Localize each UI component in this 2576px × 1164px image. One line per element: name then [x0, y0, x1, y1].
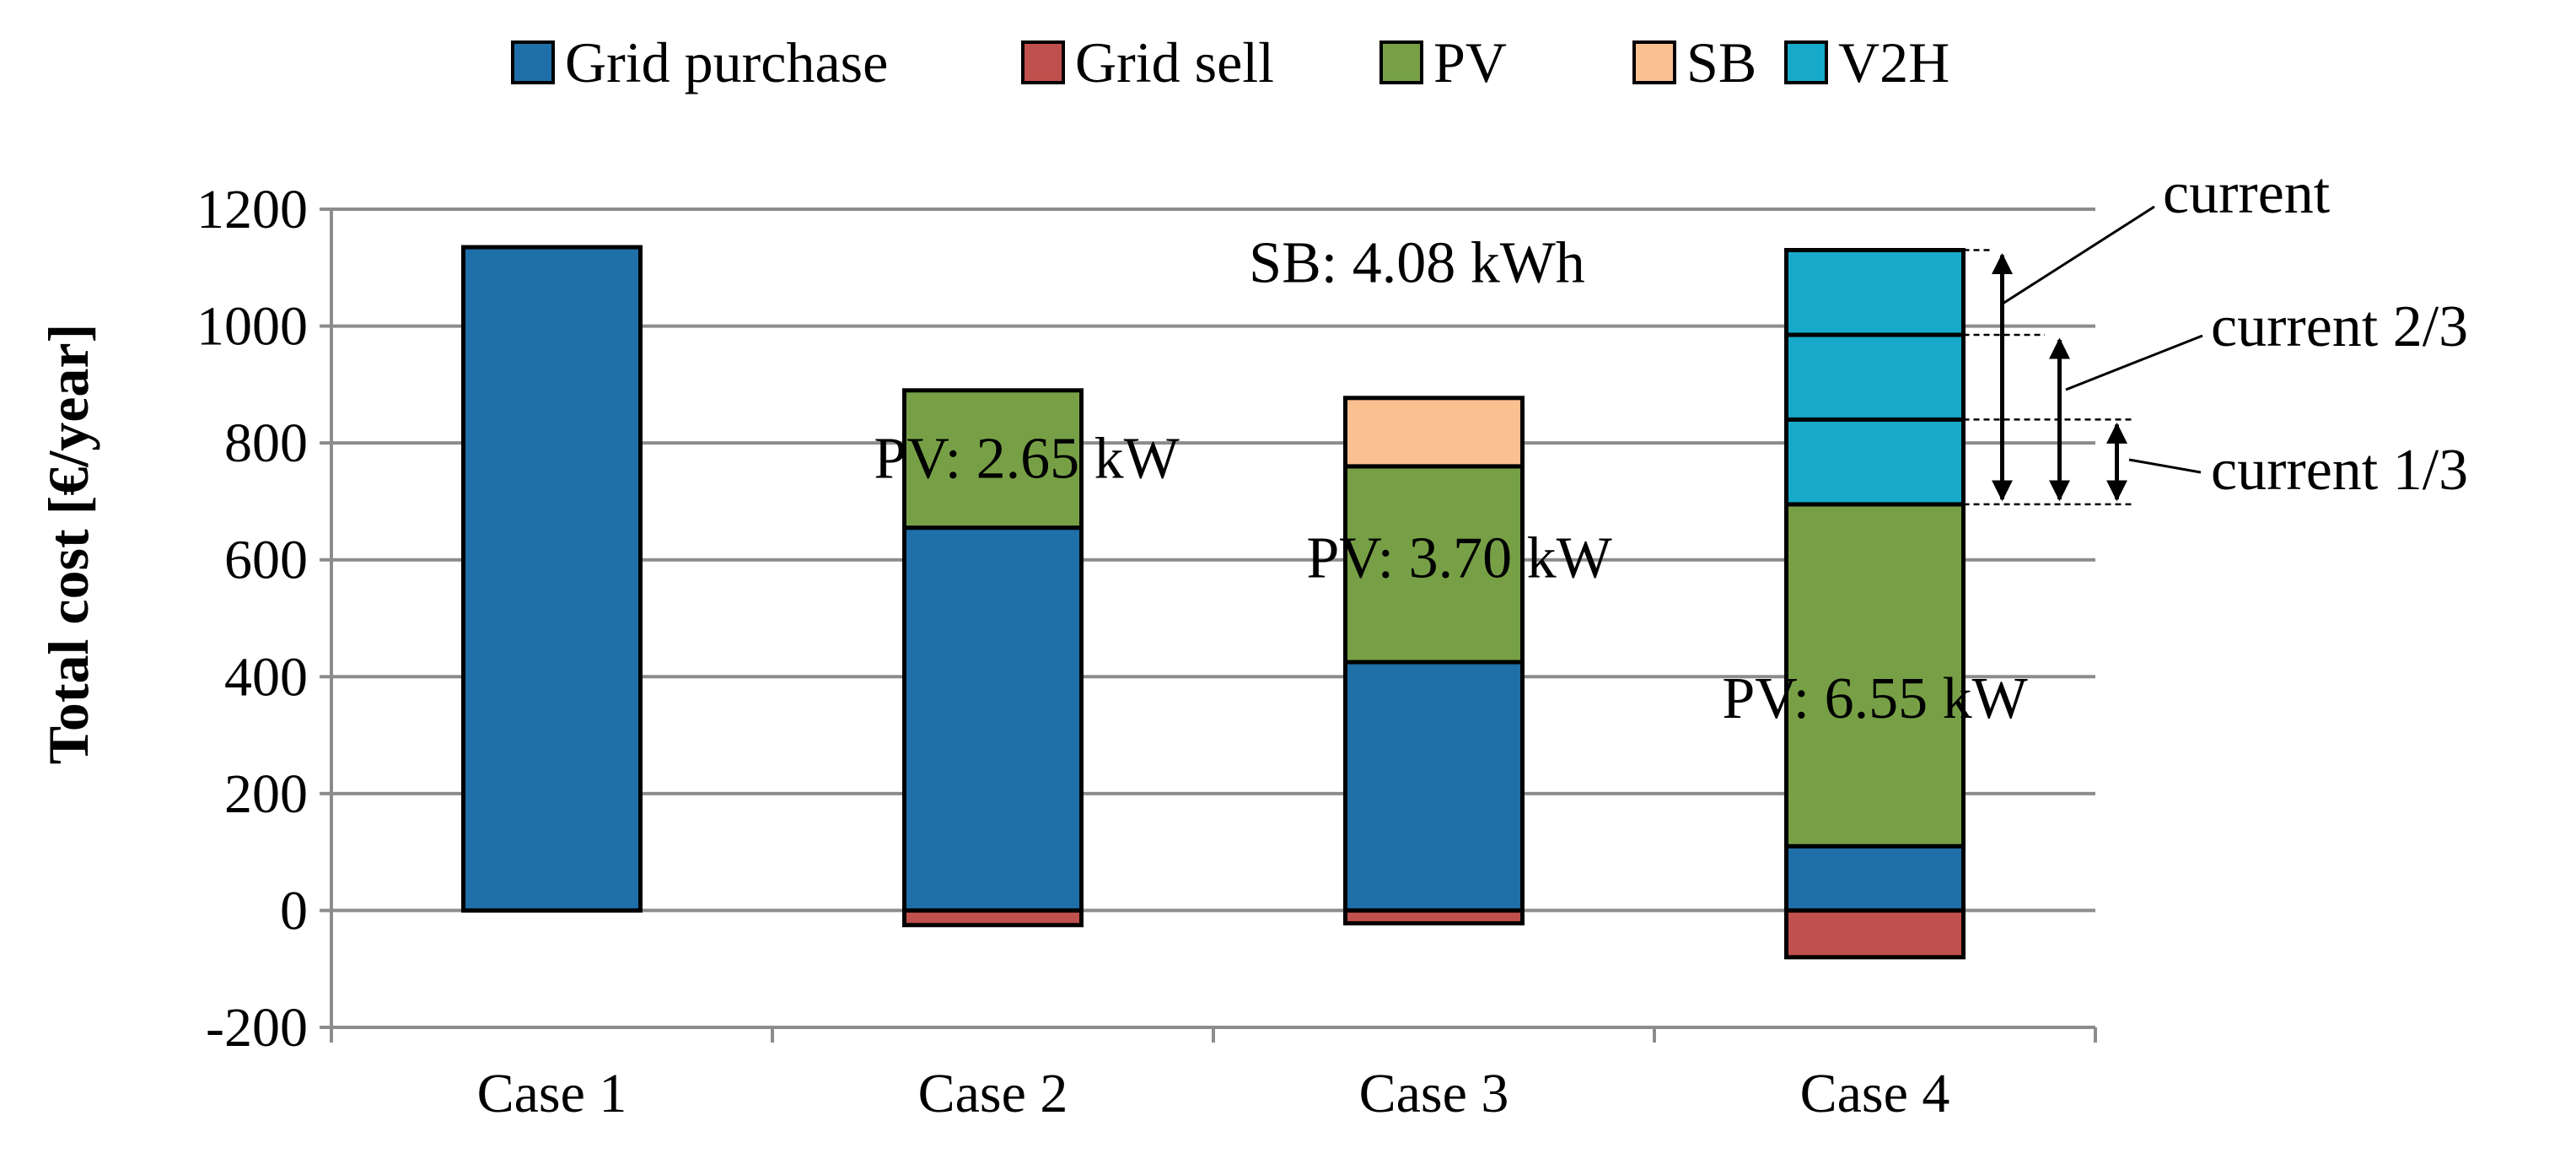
legend-swatch-v2h — [1784, 40, 1828, 84]
y-tick-label: -200 — [206, 997, 308, 1059]
label-current-2-3: current 2/3 — [2211, 294, 2468, 359]
bar-case-4-v2h-current-1-3 — [1784, 417, 1966, 507]
legend-label-grid-purchase: Grid purchase — [565, 30, 888, 94]
y-tick-label: 200 — [224, 763, 308, 825]
bar-case-4-pv — [1784, 502, 1966, 849]
bars — [461, 245, 1966, 960]
legend-label-sb: SB — [1686, 30, 1756, 94]
annotation-pv-6-55-kw: PV: 6.55 kW — [1722, 666, 2027, 731]
x-tick-label-case-2: Case 2 — [918, 1063, 1068, 1124]
legend-label-grid-sell: Grid sell — [1075, 30, 1274, 94]
leader-current-1-3 — [2128, 458, 2202, 474]
legend-label-v2h: V2H — [1838, 30, 1949, 94]
leader-current — [2002, 205, 2155, 305]
y-axis-label: Total cost [€/year] — [36, 324, 100, 764]
y-tick-label: 600 — [224, 530, 308, 591]
legend-label-pv: PV — [1433, 30, 1507, 94]
legend-swatch-sb — [1632, 40, 1676, 84]
bar-case-4-grid-sell — [1784, 908, 1966, 960]
y-tick-label: 0 — [280, 880, 308, 941]
annotation-sb-4-08-kwh: SB: 4.08 kWh — [1249, 231, 1585, 296]
x-tick-label-case-4: Case 4 — [1800, 1063, 1950, 1124]
bar-case-2-grid-sell — [902, 908, 1084, 928]
annotation-pv-3-70-kw: PV: 3.70 kW — [1306, 526, 1611, 591]
y-tick-label: 400 — [224, 646, 308, 708]
bar-case-4-v2h-current — [1784, 248, 1966, 337]
annotation-pv-2-65-kw: PV: 2.65 kW — [874, 427, 1179, 492]
bar-case-4-v2h-current-2-3 — [1784, 332, 1966, 422]
x-tick-label-case-1: Case 1 — [477, 1063, 627, 1124]
y-tick-label: 1000 — [196, 296, 308, 358]
legend-swatch-pv — [1379, 40, 1423, 84]
bar-case-2-pv — [902, 388, 1084, 531]
axes: -200 0 200 400 600 800 1000 1200 Case 1 Case 2 Cas… — [196, 179, 2097, 1124]
annotations: PV: 2.65 kW SB: 4.08 kWh PV: 3.70 kW PV: 6.… — [874, 231, 2027, 731]
bar-case-3-grid-sell — [1343, 908, 1525, 926]
legend-swatch-grid-sell — [1021, 40, 1065, 84]
legend-swatch-grid-purchase — [511, 40, 555, 84]
bar-case-3-grid-purchase — [1343, 660, 1525, 913]
bar-case-4-grid-purchase — [1784, 843, 1966, 913]
x-tick-label-case-3: Case 3 — [1359, 1063, 1509, 1124]
v2h-arrows: current current 2/3 current 1/3 — [1963, 161, 2468, 506]
leader-current-2-3 — [2065, 334, 2203, 391]
bar-case-2-grid-purchase — [902, 525, 1084, 913]
legend: Grid purchase Grid sell PV SB V2H — [511, 30, 1949, 94]
y-tick-label: 800 — [224, 412, 308, 474]
bar-case-1-grid-purchase — [461, 245, 643, 913]
y-tick-label: 1200 — [196, 179, 308, 240]
bar-case-3-pv — [1343, 464, 1525, 665]
label-current-1-3: current 1/3 — [2211, 438, 2468, 503]
bar-case-3-sb — [1343, 396, 1525, 469]
label-current: current — [2163, 161, 2331, 226]
